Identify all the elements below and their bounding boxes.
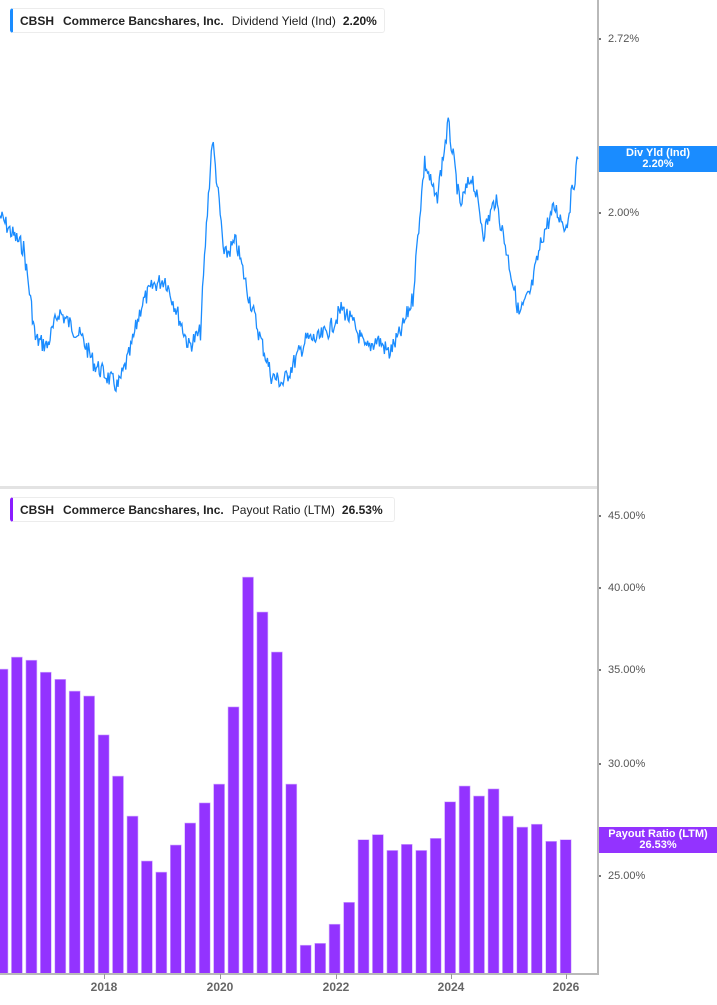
dividend-yield-value-badge: Div Yld (Ind) 2.20% bbox=[599, 146, 717, 172]
x-tick-label: 2024 bbox=[437, 980, 465, 994]
y-tick-label: 2.00% bbox=[597, 207, 639, 219]
legend-value: 2.20% bbox=[342, 13, 377, 28]
y-tick-label: 40.00% bbox=[597, 582, 645, 594]
x-tick-label: 2022 bbox=[322, 980, 350, 994]
badge-value: 26.53% bbox=[639, 839, 677, 851]
legend-metric: Dividend Yield (Ind) bbox=[231, 13, 336, 28]
y-axis-line[interactable] bbox=[597, 0, 599, 975]
badge-value: 2.20% bbox=[642, 158, 674, 170]
legend-company: Commerce Bancshares, Inc. bbox=[63, 502, 224, 517]
x-tick-mark bbox=[451, 974, 452, 979]
y-tick-label: 30.00% bbox=[597, 758, 645, 770]
legend-ticker: CBSH bbox=[20, 502, 55, 517]
x-tick-label: 2020 bbox=[206, 980, 234, 994]
y-tick-label: 45.00% bbox=[597, 510, 645, 522]
x-axis-line[interactable] bbox=[0, 973, 599, 975]
x-tick-label: 2026 bbox=[552, 980, 580, 994]
x-tick-mark bbox=[104, 974, 105, 979]
x-tick-mark bbox=[566, 974, 567, 979]
y-tick-label: 25.00% bbox=[597, 870, 645, 882]
payout-ratio-value-badge: Payout Ratio (LTM) 26.53% bbox=[599, 827, 717, 853]
legend-ticker: CBSH bbox=[20, 13, 55, 28]
legend-value: 26.53% bbox=[341, 502, 383, 517]
x-tick-mark bbox=[220, 974, 221, 979]
payout-ratio-pane: CBSH Commerce Bancshares, Inc. Payout Ra… bbox=[0, 489, 717, 1005]
payout-ratio-legend[interactable]: CBSH Commerce Bancshares, Inc. Payout Ra… bbox=[10, 497, 395, 522]
badge-label: Div Yld (Ind) bbox=[626, 147, 690, 159]
y-tick-label: 2.72% bbox=[597, 33, 639, 45]
y-tick-label: 35.00% bbox=[597, 664, 645, 676]
dividend-yield-legend[interactable]: CBSH Commerce Bancshares, Inc. Dividend … bbox=[10, 8, 385, 33]
legend-metric: Payout Ratio (LTM) bbox=[231, 502, 335, 517]
dividend-yield-line-chart bbox=[0, 117, 579, 393]
x-tick-label: 2018 bbox=[90, 980, 118, 994]
x-tick-mark bbox=[336, 974, 337, 979]
dividend-yield-pane: CBSH Commerce Bancshares, Inc. Dividend … bbox=[0, 0, 717, 487]
dividend-yield-series bbox=[0, 117, 579, 393]
badge-label: Payout Ratio (LTM) bbox=[608, 828, 708, 840]
legend-company: Commerce Bancshares, Inc. bbox=[63, 13, 224, 28]
pane-divider[interactable] bbox=[0, 486, 598, 489]
